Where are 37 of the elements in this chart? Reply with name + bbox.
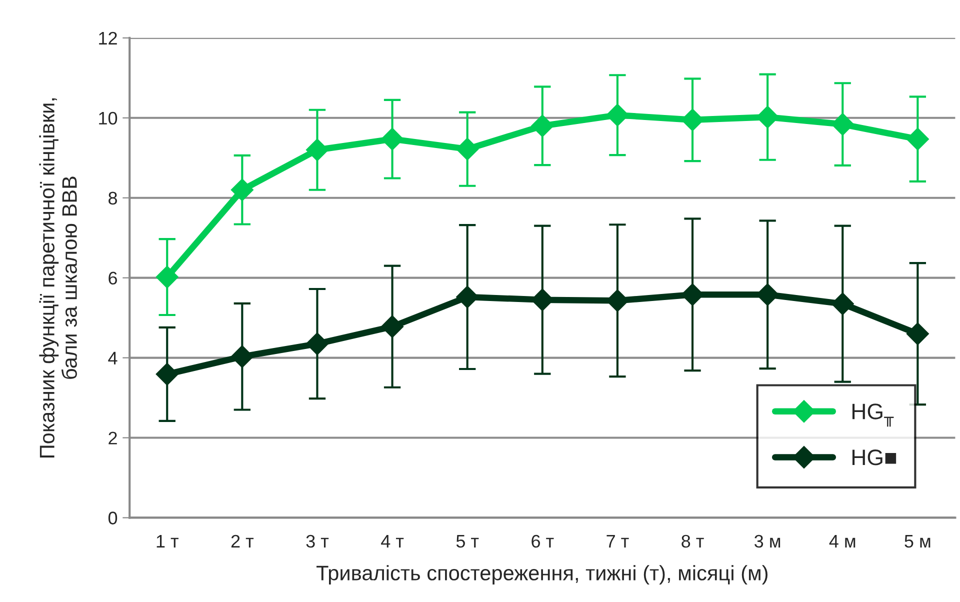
x-tick-label: 6 т (532, 534, 554, 548)
y-tick-label: 12 (99, 32, 117, 44)
y-tick-label: 6 (108, 272, 117, 285)
point (156, 266, 178, 288)
y-axis-title: Показник функції паретичної кінцівки, бали за шкалою ВВВ (39, 98, 77, 458)
point (906, 322, 929, 346)
point (831, 112, 854, 136)
x-axis-title: Тривалість спостереження, тижні (т), місяці (м) (316, 565, 768, 585)
x-tick-label: 5 т (456, 535, 479, 548)
legend-label: HG■ (852, 450, 896, 466)
point (456, 138, 479, 160)
x-tick-label: 7 т (606, 535, 629, 548)
point (606, 104, 629, 126)
x-tick-label: 8 т (682, 534, 704, 548)
x-tick-label: 1 т (156, 535, 178, 548)
point (230, 178, 254, 202)
y-tick-label: 0 (108, 512, 118, 524)
point (380, 315, 404, 338)
x-tick-label: 3 т (306, 534, 329, 548)
point (531, 114, 554, 138)
y-tick-label: 4 (108, 352, 118, 364)
point (306, 332, 329, 356)
x-tick-label: 5 м (904, 535, 930, 548)
x-tick-label: 4 м (829, 535, 856, 548)
point (380, 128, 404, 150)
point (230, 345, 254, 368)
y-tick-label: 8 (108, 192, 118, 205)
y-tick-label: 2 (108, 432, 117, 444)
point (906, 128, 929, 150)
legend-label: HG$_{╥}$ (852, 404, 894, 427)
point (831, 292, 854, 316)
point (306, 138, 329, 162)
y-tick-label: 10 (99, 112, 118, 125)
x-tick-label: 3 м (754, 534, 780, 548)
point (156, 362, 178, 386)
x-tick-label: 2 т (231, 534, 254, 548)
x-tick-label: 4 т (381, 535, 404, 548)
